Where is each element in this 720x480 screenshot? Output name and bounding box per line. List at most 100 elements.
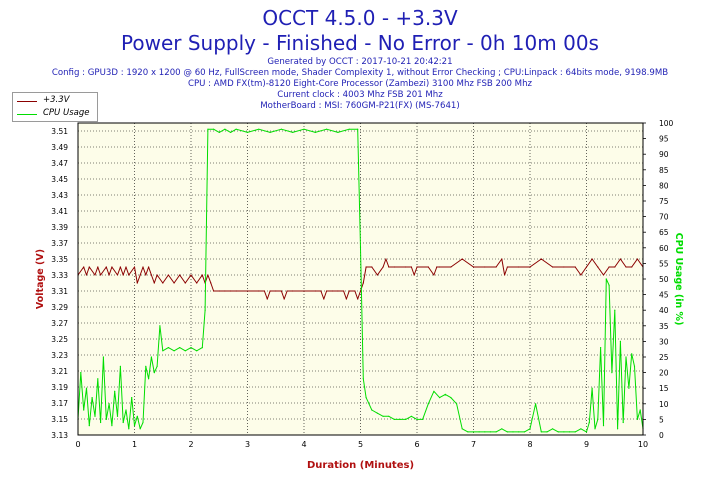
data-point-cpu xyxy=(529,428,531,430)
data-point-voltage xyxy=(365,266,367,268)
data-point-cpu xyxy=(179,347,181,349)
y-tick-label: 3.39 xyxy=(51,223,68,232)
data-point-voltage xyxy=(156,274,158,276)
data-point-cpu xyxy=(97,378,99,380)
data-point-voltage xyxy=(111,266,113,268)
data-point-cpu xyxy=(269,131,271,133)
y-tick-label: 3.45 xyxy=(51,175,68,184)
data-point-cpu xyxy=(280,128,282,130)
data-point-voltage xyxy=(210,282,212,284)
data-point-cpu xyxy=(359,247,362,249)
data-point-voltage xyxy=(286,290,288,292)
data-point-voltage xyxy=(218,290,220,292)
data-point-cpu xyxy=(614,309,616,311)
legend-swatch-voltage xyxy=(17,101,37,102)
data-point-cpu xyxy=(622,421,624,424)
data-point-voltage xyxy=(83,266,85,268)
info-cpu: CPU : AMD FX(tm)-8120 Eight-Core Process… xyxy=(187,79,533,89)
data-point-cpu xyxy=(145,365,147,367)
data-point-voltage xyxy=(179,274,181,276)
data-point-cpu xyxy=(213,128,215,130)
data-point-cpu xyxy=(204,309,206,311)
data-point-cpu xyxy=(376,412,378,414)
chart-title: OCCT 4.5.0 - +3.3V xyxy=(262,6,458,30)
data-point-cpu xyxy=(611,372,613,374)
x-tick-label: 6 xyxy=(414,440,419,449)
data-point-cpu xyxy=(108,403,110,405)
data-point-voltage xyxy=(162,282,164,284)
data-point-cpu xyxy=(100,421,102,424)
info-clock: Current clock : 4003 Mhz FSB 201 Mhz xyxy=(277,90,443,100)
data-point-cpu xyxy=(116,415,119,417)
data-point-cpu xyxy=(433,390,435,392)
y-tick-label: 3.19 xyxy=(51,383,68,392)
x-tick-label: 9 xyxy=(584,440,589,449)
data-point-cpu xyxy=(512,431,514,433)
series-group xyxy=(77,128,644,433)
data-point-voltage xyxy=(450,266,452,268)
data-point-cpu xyxy=(456,403,458,405)
data-point-cpu xyxy=(235,128,237,130)
data-point-cpu xyxy=(472,431,475,433)
x-tick-label: 1 xyxy=(132,440,137,449)
data-point-voltage xyxy=(292,290,294,292)
data-point-voltage xyxy=(153,282,155,284)
data-point-cpu xyxy=(439,397,441,399)
data-point-cpu xyxy=(444,393,446,395)
data-point-cpu xyxy=(303,128,305,130)
y2-tick-label: 90 xyxy=(659,150,669,159)
data-point-voltage xyxy=(382,266,384,268)
data-point-voltage xyxy=(461,258,463,260)
data-point-voltage xyxy=(348,290,350,292)
data-point-voltage xyxy=(427,266,429,268)
data-point-voltage xyxy=(145,274,147,276)
data-point-cpu xyxy=(619,340,622,342)
y2-tick-label: 80 xyxy=(659,181,669,190)
y-axis-label: Voltage (V) xyxy=(35,249,46,309)
data-point-cpu xyxy=(557,431,559,433)
x-axis-label: Duration (Minutes) xyxy=(307,460,414,471)
y2-tick-label: 100 xyxy=(659,119,674,128)
data-point-voltage xyxy=(345,298,347,300)
data-point-voltage xyxy=(275,290,277,292)
data-point-cpu xyxy=(568,431,571,433)
data-point-cpu xyxy=(365,397,367,399)
data-point-voltage xyxy=(94,274,96,276)
chart-subtitle: Power Supply - Finished - No Error - 0h … xyxy=(121,31,599,55)
data-point-voltage xyxy=(337,290,339,292)
data-point-cpu xyxy=(357,128,359,130)
data-point-voltage xyxy=(142,266,144,268)
data-point-voltage xyxy=(263,290,265,292)
data-point-cpu xyxy=(139,428,141,430)
data-point-cpu xyxy=(111,425,113,427)
data-point-voltage xyxy=(116,274,119,276)
data-point-voltage xyxy=(235,290,237,292)
data-point-voltage xyxy=(150,274,152,276)
data-point-cpu xyxy=(591,387,593,389)
data-point-cpu xyxy=(131,397,133,399)
data-point-cpu xyxy=(150,356,152,358)
data-point-cpu xyxy=(371,409,373,411)
data-point-cpu xyxy=(337,131,339,133)
data-point-voltage xyxy=(540,258,542,260)
data-point-voltage xyxy=(167,274,169,276)
data-point-cpu xyxy=(133,425,136,427)
y-tick-label: 3.43 xyxy=(51,191,68,200)
data-point-voltage xyxy=(207,274,209,276)
data-point-voltage xyxy=(385,258,387,260)
data-point-voltage xyxy=(439,266,441,268)
x-tick-label: 7 xyxy=(471,440,476,449)
y2-tick-label: 95 xyxy=(659,135,669,144)
data-point-voltage xyxy=(376,274,378,276)
x-tick-label: 2 xyxy=(188,440,193,449)
data-point-voltage xyxy=(631,266,633,268)
data-point-voltage xyxy=(266,298,268,300)
data-point-cpu xyxy=(201,347,203,349)
y-tick-label: 3.49 xyxy=(51,143,68,152)
x-tick-label: 5 xyxy=(358,440,363,449)
y2-tick-label: 30 xyxy=(659,337,669,346)
data-point-voltage xyxy=(597,266,599,268)
data-point-cpu xyxy=(153,372,155,374)
data-point-cpu xyxy=(258,128,260,130)
data-point-cpu xyxy=(588,421,590,424)
